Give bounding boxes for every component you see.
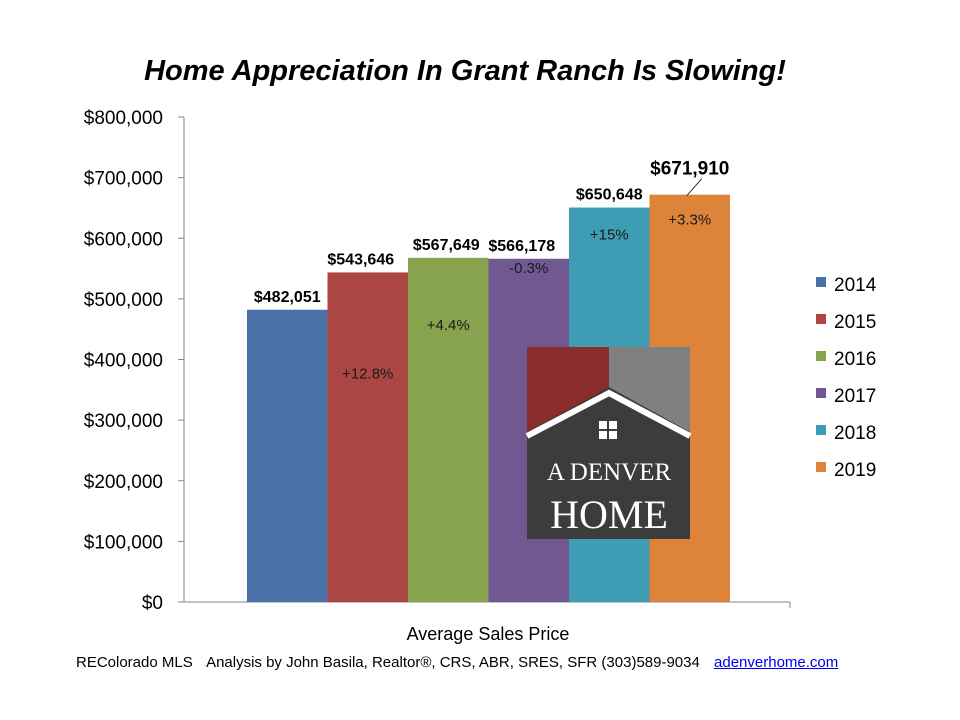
legend-label-2016: 2016 <box>834 349 876 370</box>
legend-swatch-2017 <box>816 388 826 398</box>
footer-source: REColorado MLS <box>76 654 193 671</box>
footer: REColorado MLS Analysis by John Basila, … <box>76 654 838 671</box>
logo-gray-panel <box>609 347 690 432</box>
data-labels: $482,051 $543,646 +12.8% $567,649 +4.4% $566,… <box>254 159 729 383</box>
bar-2014 <box>247 309 328 602</box>
logo-line-2: HOME <box>550 492 668 537</box>
change-label-2018: +15% <box>590 227 629 244</box>
value-label-leader <box>686 178 703 196</box>
footer-link[interactable]: adenverhome.com <box>714 654 839 671</box>
value-label-2015: $543,646 <box>327 251 394 268</box>
bar-2016 <box>408 257 489 602</box>
legend-label-2019: 2019 <box>834 460 876 481</box>
y-tick-label: $200,000 <box>84 472 163 493</box>
legend-label-2014: 2014 <box>834 275 877 296</box>
bar-2015 <box>327 272 408 602</box>
a-denver-home-logo: A DENVER HOME <box>525 347 692 539</box>
value-label-2018: $650,648 <box>576 187 643 204</box>
window-icon <box>599 421 617 439</box>
logo-roof-line <box>525 389 692 439</box>
y-tick-label: $300,000 <box>84 411 163 432</box>
logo-line-1: A DENVER <box>547 459 672 486</box>
y-tick-label: $600,000 <box>84 229 163 250</box>
value-label-2014: $482,051 <box>254 289 321 306</box>
value-label-2017: $566,178 <box>488 238 555 255</box>
y-tick-label: $100,000 <box>84 532 163 553</box>
legend: 2014 2015 2016 2017 2018 2019 <box>816 275 877 481</box>
change-label-2017: -0.3% <box>509 260 548 277</box>
legend-label-2018: 2018 <box>834 423 876 444</box>
legend-swatch-2019 <box>816 462 826 472</box>
legend-swatch-2014 <box>816 277 826 287</box>
legend-swatch-2016 <box>816 351 826 361</box>
y-tick-label: $500,000 <box>84 290 163 311</box>
legend-swatch-2018 <box>816 425 826 435</box>
x-axis-label: Average Sales Price <box>407 624 570 644</box>
y-tick-label: $400,000 <box>84 351 163 372</box>
legend-swatch-2015 <box>816 314 826 324</box>
y-tick-label: $0 <box>142 593 163 614</box>
chart-title: Home Appreciation In Grant Ranch Is Slow… <box>144 55 786 87</box>
legend-label-2017: 2017 <box>834 386 876 407</box>
value-label-2019: $671,910 <box>650 159 729 180</box>
change-label-2019: +3.3% <box>668 212 711 229</box>
change-label-2015: +12.8% <box>342 365 393 382</box>
change-label-2016: +4.4% <box>427 317 470 334</box>
y-tick-label: $700,000 <box>84 169 163 190</box>
logo-red-panel <box>527 347 609 432</box>
value-label-2016: $567,649 <box>413 237 480 254</box>
footer-analysis: Analysis by John Basila, Realtor®, CRS, … <box>206 654 700 671</box>
y-axis: $0 $100,000 $200,000 $300,000 $400,000 $500,0… <box>84 108 791 614</box>
legend-label-2015: 2015 <box>834 312 876 333</box>
y-tick-label: $800,000 <box>84 108 163 129</box>
